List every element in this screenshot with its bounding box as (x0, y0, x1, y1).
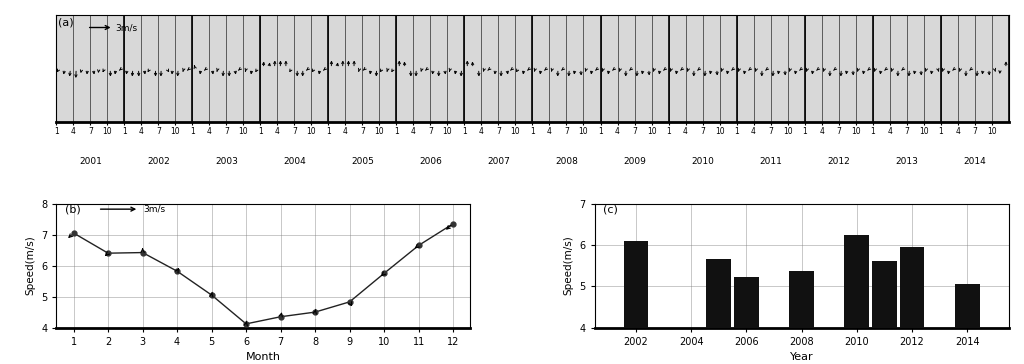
Text: 2001: 2001 (79, 157, 101, 166)
Text: 2007: 2007 (487, 157, 510, 166)
Text: 2011: 2011 (759, 157, 782, 166)
Text: (c): (c) (603, 205, 617, 215)
Text: 2012: 2012 (827, 157, 850, 166)
Text: 2010: 2010 (691, 157, 714, 166)
Bar (900, 247, 925, 328)
Text: 2014: 2014 (964, 157, 986, 166)
Bar (707, 260, 731, 328)
Bar (872, 261, 897, 328)
X-axis label: Month: Month (246, 352, 281, 362)
Bar (790, 270, 814, 328)
Bar (954, 284, 980, 328)
Text: 2006: 2006 (419, 157, 442, 166)
Text: 2013: 2013 (895, 157, 919, 166)
Text: (b): (b) (65, 205, 80, 215)
Text: 2003: 2003 (215, 157, 238, 166)
Text: 3m/s: 3m/s (143, 205, 166, 214)
Bar (624, 241, 648, 328)
X-axis label: Year: Year (790, 352, 813, 362)
Y-axis label: Speed(m/s): Speed(m/s) (564, 236, 573, 296)
Bar (845, 234, 869, 328)
Y-axis label: Speed(m/s): Speed(m/s) (26, 236, 36, 296)
Text: 2008: 2008 (555, 157, 578, 166)
Bar (734, 277, 759, 328)
Text: 2004: 2004 (283, 157, 306, 166)
Text: 3m/s: 3m/s (116, 23, 137, 32)
Text: (a): (a) (58, 18, 74, 28)
Text: 2005: 2005 (351, 157, 374, 166)
Text: 2009: 2009 (623, 157, 646, 166)
Text: 2002: 2002 (147, 157, 170, 166)
